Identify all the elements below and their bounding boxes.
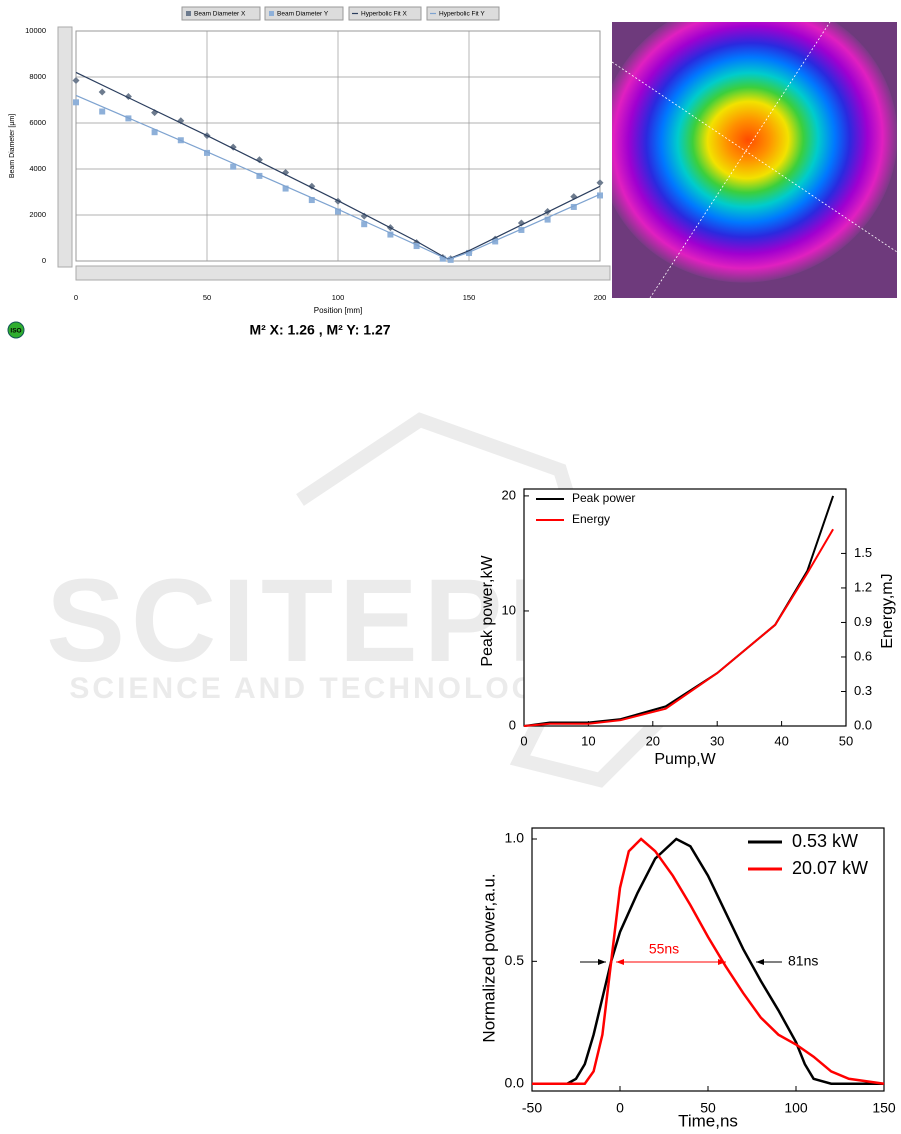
y2-axis-label: Energy,mJ: [879, 573, 896, 648]
data-point: [361, 221, 368, 228]
x-tick-label: 200: [594, 293, 607, 302]
data-point: [99, 108, 106, 115]
data-point: [466, 249, 472, 256]
legend-label: Peak power: [572, 491, 635, 505]
data-point: [413, 243, 420, 250]
data-point: [597, 192, 603, 199]
data-point: [308, 197, 315, 204]
data-point: [492, 238, 499, 245]
x-tick-label: 150: [872, 1100, 896, 1116]
data-point: [387, 231, 394, 238]
series-line: [75, 71, 601, 260]
data-point: [230, 163, 237, 170]
data-point: [596, 179, 604, 187]
series-line: [532, 837, 885, 1085]
series-line: [523, 528, 834, 727]
y2-tick-label: 1.5: [854, 545, 872, 560]
x-tick-label: 50: [203, 293, 211, 302]
x-tick-label: 10: [581, 733, 595, 748]
x-tick-label: 100: [784, 1100, 808, 1116]
x-tick-label: 50: [700, 1100, 716, 1116]
y2-tick-label: 0.0: [854, 717, 872, 732]
x-tick-label: 0: [616, 1100, 624, 1116]
annotation: 55ns: [649, 941, 679, 957]
badge-label: ISO: [10, 328, 21, 335]
data-point: [204, 149, 210, 156]
y-tick-label: 0.5: [505, 952, 525, 968]
x-tick-label: 150: [463, 293, 476, 302]
x-tick-label: 0: [520, 733, 527, 748]
annotation: M² X: 1.26 , M² Y: 1.27: [249, 322, 390, 338]
y-tick-label: 0: [509, 717, 516, 732]
y-tick-label: 8000: [29, 72, 46, 81]
x-tick-label: 100: [332, 293, 345, 302]
x-tick-label: 40: [774, 733, 788, 748]
legend-label: 20.07 kW: [792, 858, 868, 878]
x-tick-label: 20: [646, 733, 660, 748]
x-axis-label: Position [mm]: [314, 306, 362, 315]
data-point: [517, 219, 525, 227]
y-axis-label: Peak power,kW: [479, 555, 496, 667]
y-tick-label: 10: [502, 602, 516, 617]
data-point: [360, 212, 368, 220]
y2-tick-label: 0.9: [854, 614, 872, 629]
y-tick-label: 0.0: [505, 1074, 525, 1090]
y-tick-label: 6000: [29, 118, 46, 127]
legend-button[interactable]: [426, 6, 500, 21]
plots: 0 50 100 150 2000200040006000800010000Positi…: [9, 6, 896, 1130]
legend-label: Hyperbolic Fit X: [361, 11, 408, 18]
y-axis-label: Beam Diameter [µm]: [9, 114, 16, 178]
data-point: [282, 185, 289, 192]
legend-label: Hyperbolic Fit Y: [439, 11, 485, 18]
y-tick-label: 20: [502, 487, 516, 502]
data-point: [570, 203, 577, 210]
legend-label: Energy: [572, 512, 610, 526]
legend-button[interactable]: [348, 6, 422, 21]
data-point: [335, 208, 341, 215]
y-tick-label: 4000: [29, 164, 46, 173]
y2-tick-label: 1.2: [854, 579, 872, 594]
annotation: 81ns: [788, 953, 818, 969]
x-tick-label: 0: [74, 293, 78, 302]
x-axis-label: Pump,W: [654, 751, 716, 768]
data-point: [73, 99, 79, 106]
scrollbar-vertical[interactable]: [57, 26, 73, 268]
data-point: [518, 226, 525, 233]
data-point: [151, 129, 158, 136]
iso-badge: [7, 321, 25, 339]
beam-profile-image: [612, 22, 897, 298]
legend-label: Beam Diameter Y: [277, 11, 329, 18]
data-point: [255, 156, 263, 164]
y-tick-label: 0: [42, 256, 46, 265]
legend-swatch: [269, 11, 274, 16]
data-point: [447, 256, 454, 263]
data-point: [256, 172, 263, 179]
y-tick-label: 2000: [29, 210, 46, 219]
legend-label: Beam Diameter X: [194, 11, 246, 18]
data-point: [98, 88, 106, 96]
data-point: [439, 255, 446, 262]
legend-swatch: [186, 11, 191, 16]
series-line: [75, 94, 601, 261]
y-axis-label: Normalized power,a.u.: [479, 873, 498, 1042]
y-tick-label: 1.0: [505, 830, 525, 846]
series-line: [532, 837, 884, 1085]
data-point: [544, 216, 551, 223]
x-tick-label: 30: [710, 733, 724, 748]
scrollbar-horizontal[interactable]: [75, 265, 611, 281]
y-tick-label: 10000: [25, 26, 46, 35]
x-axis-label: Time,ns: [678, 1111, 738, 1130]
legend-button[interactable]: [181, 6, 261, 21]
y2-tick-label: 0.6: [854, 648, 872, 663]
legend-button[interactable]: [264, 6, 344, 21]
legend-label: 0.53 kW: [792, 831, 858, 851]
y2-tick-label: 0.3: [854, 683, 872, 698]
x-tick-label: -50: [522, 1100, 542, 1116]
data-point: [72, 76, 80, 84]
x-tick-label: 50: [839, 733, 853, 748]
plot-area: [523, 488, 847, 727]
